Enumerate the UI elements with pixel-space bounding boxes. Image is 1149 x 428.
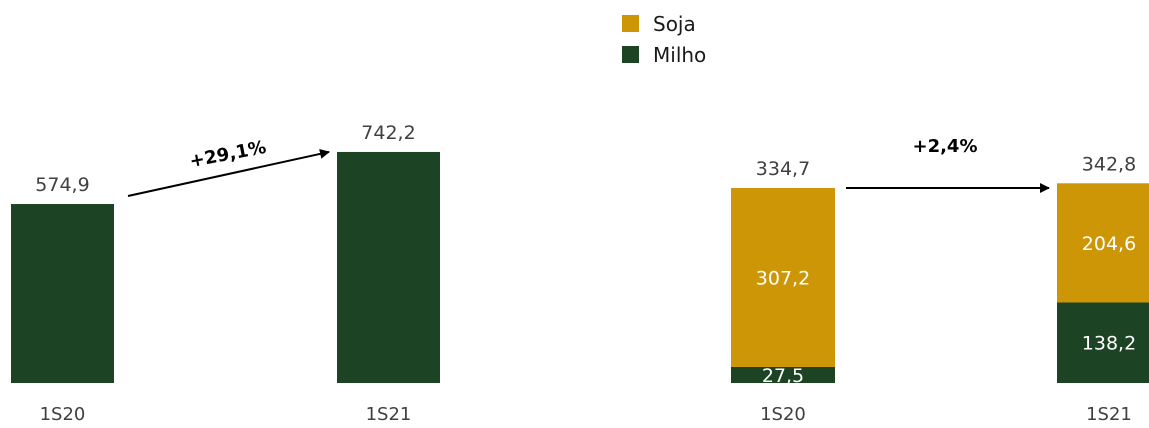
x-tick-label-1S21: 1S21 bbox=[366, 404, 412, 424]
data-label-milho-1S21: 138,2 bbox=[1082, 333, 1136, 355]
total-label-1S21: 742,2 bbox=[361, 122, 415, 144]
legend-swatch-milho bbox=[622, 46, 639, 63]
bar-milho-1S21 bbox=[337, 151, 440, 383]
stacked-chart: 27,5 307,2 334,7 1S20 138,2 204,6 342,8 1S21 +2,… bbox=[731, 136, 1149, 425]
total-label-1S20: 574,9 bbox=[35, 174, 89, 196]
x-tick-label-1S20: 1S20 bbox=[760, 404, 806, 424]
growth-label: +2,4% bbox=[912, 136, 977, 157]
data-label-milho-1S20: 27,5 bbox=[762, 365, 804, 387]
data-label-soja-1S20: 307,2 bbox=[756, 267, 810, 289]
bar-soja-1S21 bbox=[1057, 183, 1149, 303]
legend-item-milho: Milho bbox=[622, 39, 706, 70]
bar-milho-1S20 bbox=[11, 204, 114, 383]
data-label-soja-1S21: 204,6 bbox=[1082, 233, 1136, 255]
legend-label-soja: Soja bbox=[653, 11, 696, 36]
x-tick-label-1S21: 1S21 bbox=[1086, 404, 1132, 424]
legend-label-milho: Milho bbox=[653, 42, 707, 67]
legend: Soja Milho bbox=[622, 8, 706, 70]
growth-arrow bbox=[127, 148, 330, 198]
growth-label: +29,1% bbox=[188, 137, 268, 172]
milho-chart: 574,9 1S20 742,2 1S21 +29,1% bbox=[11, 122, 440, 425]
x-tick-label-1S20: 1S20 bbox=[40, 404, 86, 424]
bar-milho-1S21 bbox=[1057, 302, 1149, 383]
total-label-1S21: 342,8 bbox=[1082, 153, 1136, 175]
bar-soja-1S20 bbox=[731, 188, 835, 367]
total-label-1S20: 334,7 bbox=[756, 158, 810, 180]
legend-item-soja: Soja bbox=[622, 8, 706, 39]
legend-swatch-soja bbox=[622, 15, 639, 32]
bar-milho-1S20 bbox=[731, 366, 835, 383]
